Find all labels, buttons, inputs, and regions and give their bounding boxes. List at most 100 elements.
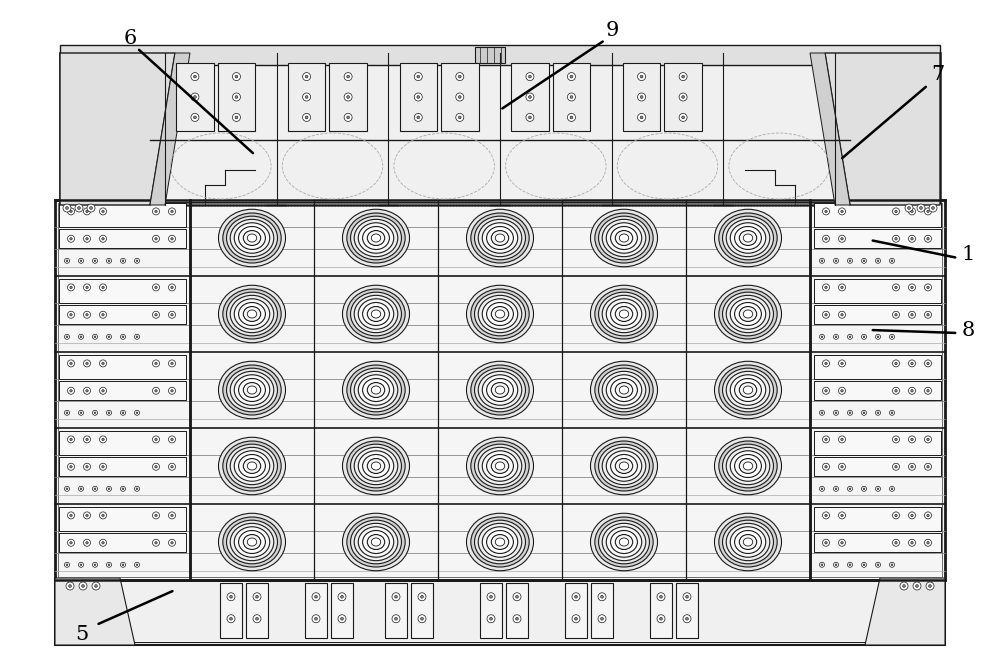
Circle shape [122, 488, 124, 490]
Circle shape [92, 582, 100, 590]
Ellipse shape [342, 209, 410, 267]
Ellipse shape [247, 310, 257, 318]
Circle shape [152, 539, 160, 546]
Circle shape [171, 210, 173, 213]
Circle shape [312, 592, 320, 601]
Ellipse shape [478, 219, 522, 257]
Ellipse shape [611, 454, 637, 478]
Circle shape [908, 539, 916, 546]
Ellipse shape [223, 365, 281, 415]
Circle shape [75, 204, 83, 212]
Ellipse shape [347, 441, 405, 491]
Circle shape [191, 72, 199, 81]
Circle shape [168, 208, 176, 215]
Circle shape [191, 93, 199, 101]
Ellipse shape [247, 386, 257, 394]
Circle shape [526, 93, 534, 101]
Circle shape [87, 204, 95, 212]
Circle shape [232, 72, 240, 81]
Circle shape [638, 93, 646, 101]
Circle shape [80, 488, 82, 490]
Circle shape [100, 284, 106, 291]
Ellipse shape [482, 223, 518, 253]
Circle shape [227, 592, 235, 601]
Bar [59, 203, 186, 227]
Circle shape [848, 486, 852, 491]
Circle shape [822, 284, 830, 291]
Ellipse shape [358, 223, 394, 253]
Circle shape [417, 95, 420, 99]
Bar [59, 229, 186, 248]
Ellipse shape [602, 448, 646, 484]
Circle shape [305, 75, 308, 78]
Ellipse shape [619, 310, 629, 318]
Circle shape [911, 466, 913, 468]
Circle shape [895, 313, 897, 316]
Ellipse shape [599, 520, 649, 564]
Ellipse shape [347, 365, 405, 415]
Text: 1: 1 [961, 246, 975, 264]
Ellipse shape [363, 531, 389, 554]
Circle shape [821, 260, 823, 262]
Circle shape [601, 617, 603, 620]
Bar [814, 203, 941, 227]
Ellipse shape [723, 444, 773, 488]
Ellipse shape [487, 378, 513, 401]
Ellipse shape [739, 458, 757, 474]
Circle shape [152, 436, 160, 443]
Circle shape [78, 258, 84, 263]
Ellipse shape [606, 299, 642, 329]
Circle shape [315, 595, 317, 598]
Ellipse shape [243, 231, 261, 246]
Circle shape [235, 75, 238, 78]
Circle shape [108, 488, 110, 490]
Circle shape [567, 113, 575, 121]
Ellipse shape [351, 520, 401, 564]
Circle shape [66, 488, 68, 490]
Ellipse shape [714, 361, 782, 419]
Circle shape [134, 562, 140, 567]
Circle shape [835, 488, 837, 490]
Circle shape [106, 562, 112, 567]
Bar [305, 583, 327, 638]
Ellipse shape [367, 458, 385, 474]
Ellipse shape [726, 295, 770, 333]
Ellipse shape [475, 444, 525, 488]
Ellipse shape [347, 213, 405, 263]
Circle shape [64, 334, 70, 340]
Circle shape [895, 238, 897, 240]
Circle shape [575, 595, 577, 598]
Ellipse shape [590, 513, 658, 571]
Circle shape [927, 390, 929, 392]
Circle shape [890, 334, 895, 340]
Circle shape [679, 72, 687, 81]
Circle shape [927, 438, 929, 441]
Ellipse shape [466, 285, 534, 343]
Circle shape [895, 466, 897, 468]
Circle shape [849, 488, 851, 490]
Circle shape [191, 113, 199, 121]
Circle shape [171, 238, 173, 240]
Ellipse shape [719, 213, 777, 263]
Circle shape [344, 113, 352, 121]
Ellipse shape [227, 216, 277, 260]
Circle shape [924, 311, 932, 318]
Ellipse shape [367, 307, 385, 321]
Ellipse shape [234, 527, 270, 557]
Circle shape [68, 360, 74, 367]
Circle shape [168, 512, 176, 519]
Ellipse shape [475, 520, 525, 564]
Circle shape [100, 436, 106, 443]
Circle shape [106, 334, 112, 340]
Circle shape [895, 362, 897, 364]
Ellipse shape [482, 299, 518, 329]
Circle shape [838, 311, 846, 318]
Circle shape [80, 564, 82, 566]
Circle shape [86, 210, 88, 213]
Circle shape [68, 236, 74, 242]
Bar [814, 507, 941, 531]
Circle shape [232, 113, 240, 121]
Circle shape [825, 390, 827, 392]
Ellipse shape [730, 223, 766, 253]
Circle shape [924, 463, 932, 470]
